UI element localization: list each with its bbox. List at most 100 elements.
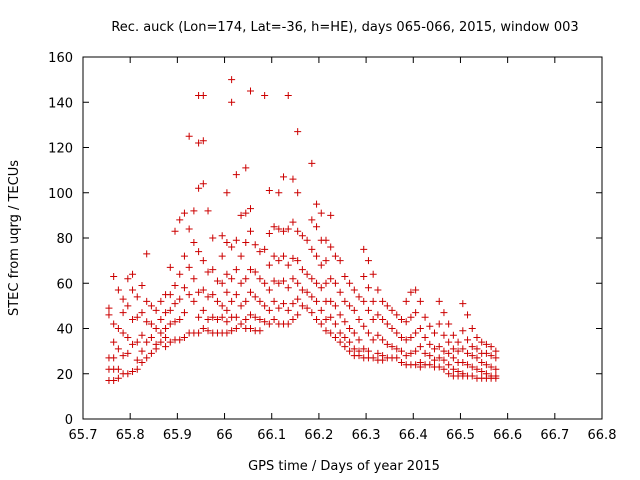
data-point — [464, 349, 472, 357]
data-point — [280, 277, 288, 285]
data-point — [204, 207, 212, 215]
data-point — [185, 132, 193, 140]
data-point — [246, 266, 254, 274]
data-point — [157, 315, 165, 323]
data-point — [195, 139, 203, 147]
data-point — [308, 275, 316, 283]
data-point — [284, 225, 292, 233]
data-point — [397, 334, 405, 342]
data-point — [251, 313, 259, 321]
data-point — [143, 354, 151, 362]
data-point — [199, 306, 207, 314]
data-point — [464, 311, 472, 319]
data-point — [284, 320, 292, 328]
x-tick-label: 66.6 — [493, 428, 522, 443]
data-point — [171, 318, 179, 326]
data-point — [275, 189, 283, 197]
data-point — [199, 257, 207, 265]
data-point — [421, 349, 429, 357]
data-point — [138, 282, 146, 290]
data-point — [298, 232, 306, 240]
data-point — [270, 315, 278, 323]
data-point — [355, 315, 363, 323]
data-point — [251, 293, 259, 301]
x-tick-label: 65.8 — [116, 428, 145, 443]
data-point — [482, 349, 490, 357]
data-point — [327, 313, 335, 321]
data-point — [265, 261, 273, 269]
data-point — [313, 252, 321, 260]
data-point — [256, 275, 264, 283]
data-point — [355, 336, 363, 344]
data-point — [242, 209, 250, 217]
data-point — [459, 345, 467, 353]
data-point — [449, 354, 457, 362]
data-point — [440, 365, 448, 373]
data-point — [223, 318, 231, 326]
data-point — [237, 320, 245, 328]
data-point — [114, 365, 122, 373]
data-point — [204, 268, 212, 276]
data-point — [379, 315, 387, 323]
x-tick-label: 65.7 — [69, 428, 98, 443]
data-point — [190, 297, 198, 305]
data-point — [407, 334, 415, 342]
data-point — [388, 343, 396, 351]
data-point — [468, 325, 476, 332]
data-point — [223, 239, 231, 247]
data-point — [397, 347, 405, 355]
data-point — [246, 227, 254, 235]
y-axis-label: STEC from uqrg / TECUs — [7, 160, 22, 316]
data-point — [445, 338, 453, 346]
data-point — [185, 225, 193, 233]
data-point — [242, 297, 250, 305]
data-point — [313, 297, 321, 305]
data-point — [284, 91, 292, 99]
data-point — [261, 318, 269, 326]
data-point — [331, 252, 339, 260]
data-point — [350, 345, 358, 353]
data-point — [322, 236, 330, 244]
data-point — [265, 306, 273, 314]
data-point — [242, 239, 250, 247]
data-point — [133, 365, 141, 373]
data-point — [402, 352, 410, 360]
data-point — [223, 306, 231, 314]
data-point — [199, 325, 207, 332]
data-point — [138, 347, 146, 355]
data-point — [152, 345, 160, 353]
data-point — [242, 275, 250, 283]
data-point — [402, 336, 410, 344]
data-point — [336, 329, 344, 337]
data-point — [190, 239, 198, 247]
data-point — [294, 128, 302, 136]
data-point — [232, 236, 240, 244]
data-point — [468, 352, 476, 360]
data-point — [270, 297, 278, 305]
y-tick-label: 0 — [65, 413, 73, 428]
data-point — [228, 243, 236, 251]
data-point — [213, 277, 221, 285]
data-point — [223, 329, 231, 337]
data-point — [213, 297, 221, 305]
y-tick-label: 140 — [48, 96, 73, 111]
data-point — [464, 336, 472, 344]
data-point — [209, 313, 217, 321]
data-point — [440, 347, 448, 355]
data-point — [147, 320, 155, 328]
data-point — [204, 327, 212, 335]
data-point — [336, 311, 344, 319]
data-point — [110, 377, 118, 385]
data-point — [388, 325, 396, 332]
data-point — [492, 347, 500, 355]
data-point — [228, 275, 236, 283]
data-point — [143, 338, 151, 346]
data-point — [256, 297, 264, 305]
data-point — [492, 374, 500, 382]
data-point — [237, 252, 245, 260]
data-point — [322, 327, 330, 335]
data-point — [232, 266, 240, 274]
data-point — [454, 347, 462, 355]
data-point — [162, 334, 170, 342]
data-point — [412, 347, 420, 355]
